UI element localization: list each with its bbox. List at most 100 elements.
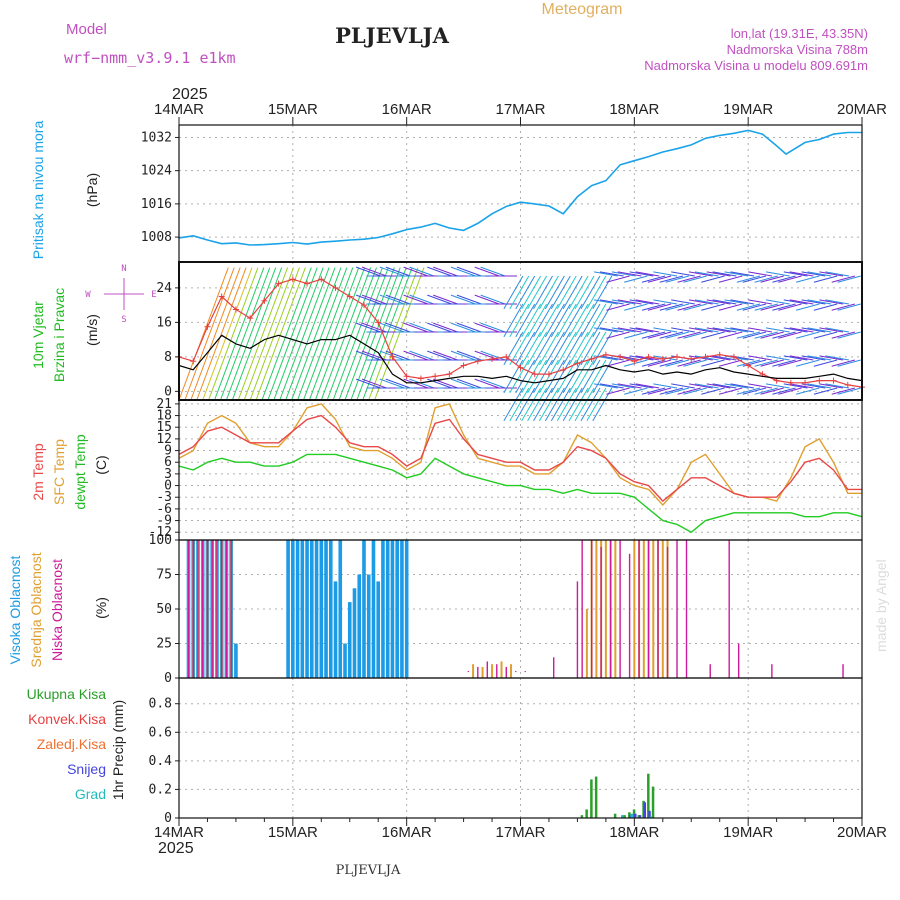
wind-barb: [831, 331, 856, 339]
model-label: Model: [66, 21, 107, 38]
cloud-bar-low: [192, 540, 194, 678]
wind-barb: [190, 267, 241, 401]
wind-barb: [765, 383, 790, 389]
cloud-bar-low: [581, 540, 583, 678]
cloud-bar-high: [400, 540, 404, 678]
wind-barb: [568, 275, 589, 310]
wind-gust-marker: [275, 280, 282, 287]
pressure-label: Pritisak na nivou mora: [30, 121, 46, 260]
x-tick-label-top: 20MAR: [837, 101, 887, 118]
wind-barb: [527, 303, 548, 338]
wind-barb: [831, 387, 856, 395]
wind-barb: [789, 383, 814, 389]
wind-barb: [515, 359, 536, 394]
wind-barb: [374, 267, 425, 401]
y-tick-label: 12: [156, 432, 172, 447]
wind-barb: [724, 299, 749, 305]
wind-barb: [796, 331, 820, 339]
cloud-bar-low: [524, 671, 526, 673]
wind-barb: [730, 327, 755, 333]
wind-barb: [665, 387, 690, 395]
cloud-bar-low: [842, 664, 844, 678]
wind-barb: [208, 267, 259, 401]
wind-barb: [338, 267, 389, 401]
cloud-bar-low: [619, 540, 621, 678]
y-tick-label: 0: [164, 671, 172, 686]
cloud-bar-low: [771, 664, 773, 678]
wind-gust-marker: [702, 353, 709, 360]
panel-frame-precip: [178, 677, 863, 819]
y-tick-label: 18: [156, 409, 172, 424]
wind-barb: [629, 383, 654, 389]
wind-barb: [184, 267, 235, 401]
wind-barb: [813, 303, 838, 311]
wind-barb: [701, 303, 725, 311]
wind-barb: [789, 327, 814, 333]
wind-barb: [544, 387, 565, 422]
y-tick-label: 1008: [141, 230, 172, 245]
wind-barb: [653, 355, 678, 361]
wind-barb: [433, 266, 458, 277]
wind-barb: [647, 331, 672, 339]
wind-barb: [556, 331, 577, 366]
wind-barb: [503, 359, 524, 394]
wind-barb: [580, 387, 601, 422]
wind-barb: [825, 355, 850, 361]
wind-gust-marker: [574, 360, 581, 367]
wind-barb: [819, 299, 844, 305]
wind-barb: [712, 299, 737, 305]
wind-barb: [527, 331, 548, 366]
cloud-bar-mid: [481, 666, 484, 678]
y-tick-label: 21: [156, 397, 172, 412]
cloud-bar-mid: [614, 540, 617, 678]
compass-s: S: [121, 315, 126, 325]
y-tick-label: 0.8: [149, 697, 172, 712]
wind-barb: [544, 359, 565, 394]
wind-barb: [533, 275, 553, 310]
wind-barb: [521, 359, 542, 394]
precip-bar-snow: [643, 802, 647, 818]
wind-gust-marker: [432, 373, 439, 380]
wind-barb: [480, 294, 506, 305]
wind-barb: [586, 303, 607, 338]
wind-barb: [706, 299, 731, 305]
wind-barb: [580, 331, 601, 366]
wind-gust-marker: [403, 373, 410, 380]
wind-barb: [539, 303, 559, 338]
x-tick-label-bottom: 16MAR: [382, 824, 432, 841]
wind-barb: [550, 331, 571, 366]
wind-gust-marker: [218, 293, 225, 300]
wind-barb: [527, 387, 548, 422]
cloud-bar-high: [357, 574, 362, 678]
wind-barb: [225, 267, 277, 401]
station-title: PLJEVLJA: [335, 23, 449, 48]
y-tick-label: 75: [156, 568, 172, 583]
x-tick-label-bottom: 19MAR: [723, 824, 773, 841]
wind-barb: [736, 387, 761, 395]
wind-barb: [783, 355, 808, 361]
wind-barb: [594, 299, 618, 305]
x-tick-label-top: 15MAR: [268, 101, 318, 118]
coords-text: lon,lat (19.31E, 43.35N): [731, 26, 868, 41]
x-tick-label-top: 16MAR: [382, 101, 432, 118]
wind-barb: [635, 299, 660, 305]
wind-gust-marker: [659, 356, 666, 363]
wind-barb: [562, 331, 583, 366]
wind-barb: [409, 378, 435, 389]
wind-barb: [539, 387, 559, 422]
temp-unit: (C): [93, 455, 109, 474]
wind-barb: [772, 359, 796, 367]
wind-barb: [718, 331, 743, 339]
wind-barb: [677, 303, 701, 311]
cloud-bar-low: [600, 546, 602, 678]
cloud-bar-high: [362, 540, 366, 678]
wind-barb: [807, 327, 832, 333]
cloud-bar-high: [333, 581, 338, 678]
wind-barb: [427, 294, 452, 305]
wind-barb: [427, 266, 452, 277]
product-title: Meteogram: [542, 1, 623, 18]
y-tick-label: 3: [164, 467, 172, 482]
wind-barb: [580, 303, 601, 338]
wind-barb: [544, 331, 565, 366]
precip-bar-total: [647, 773, 650, 818]
